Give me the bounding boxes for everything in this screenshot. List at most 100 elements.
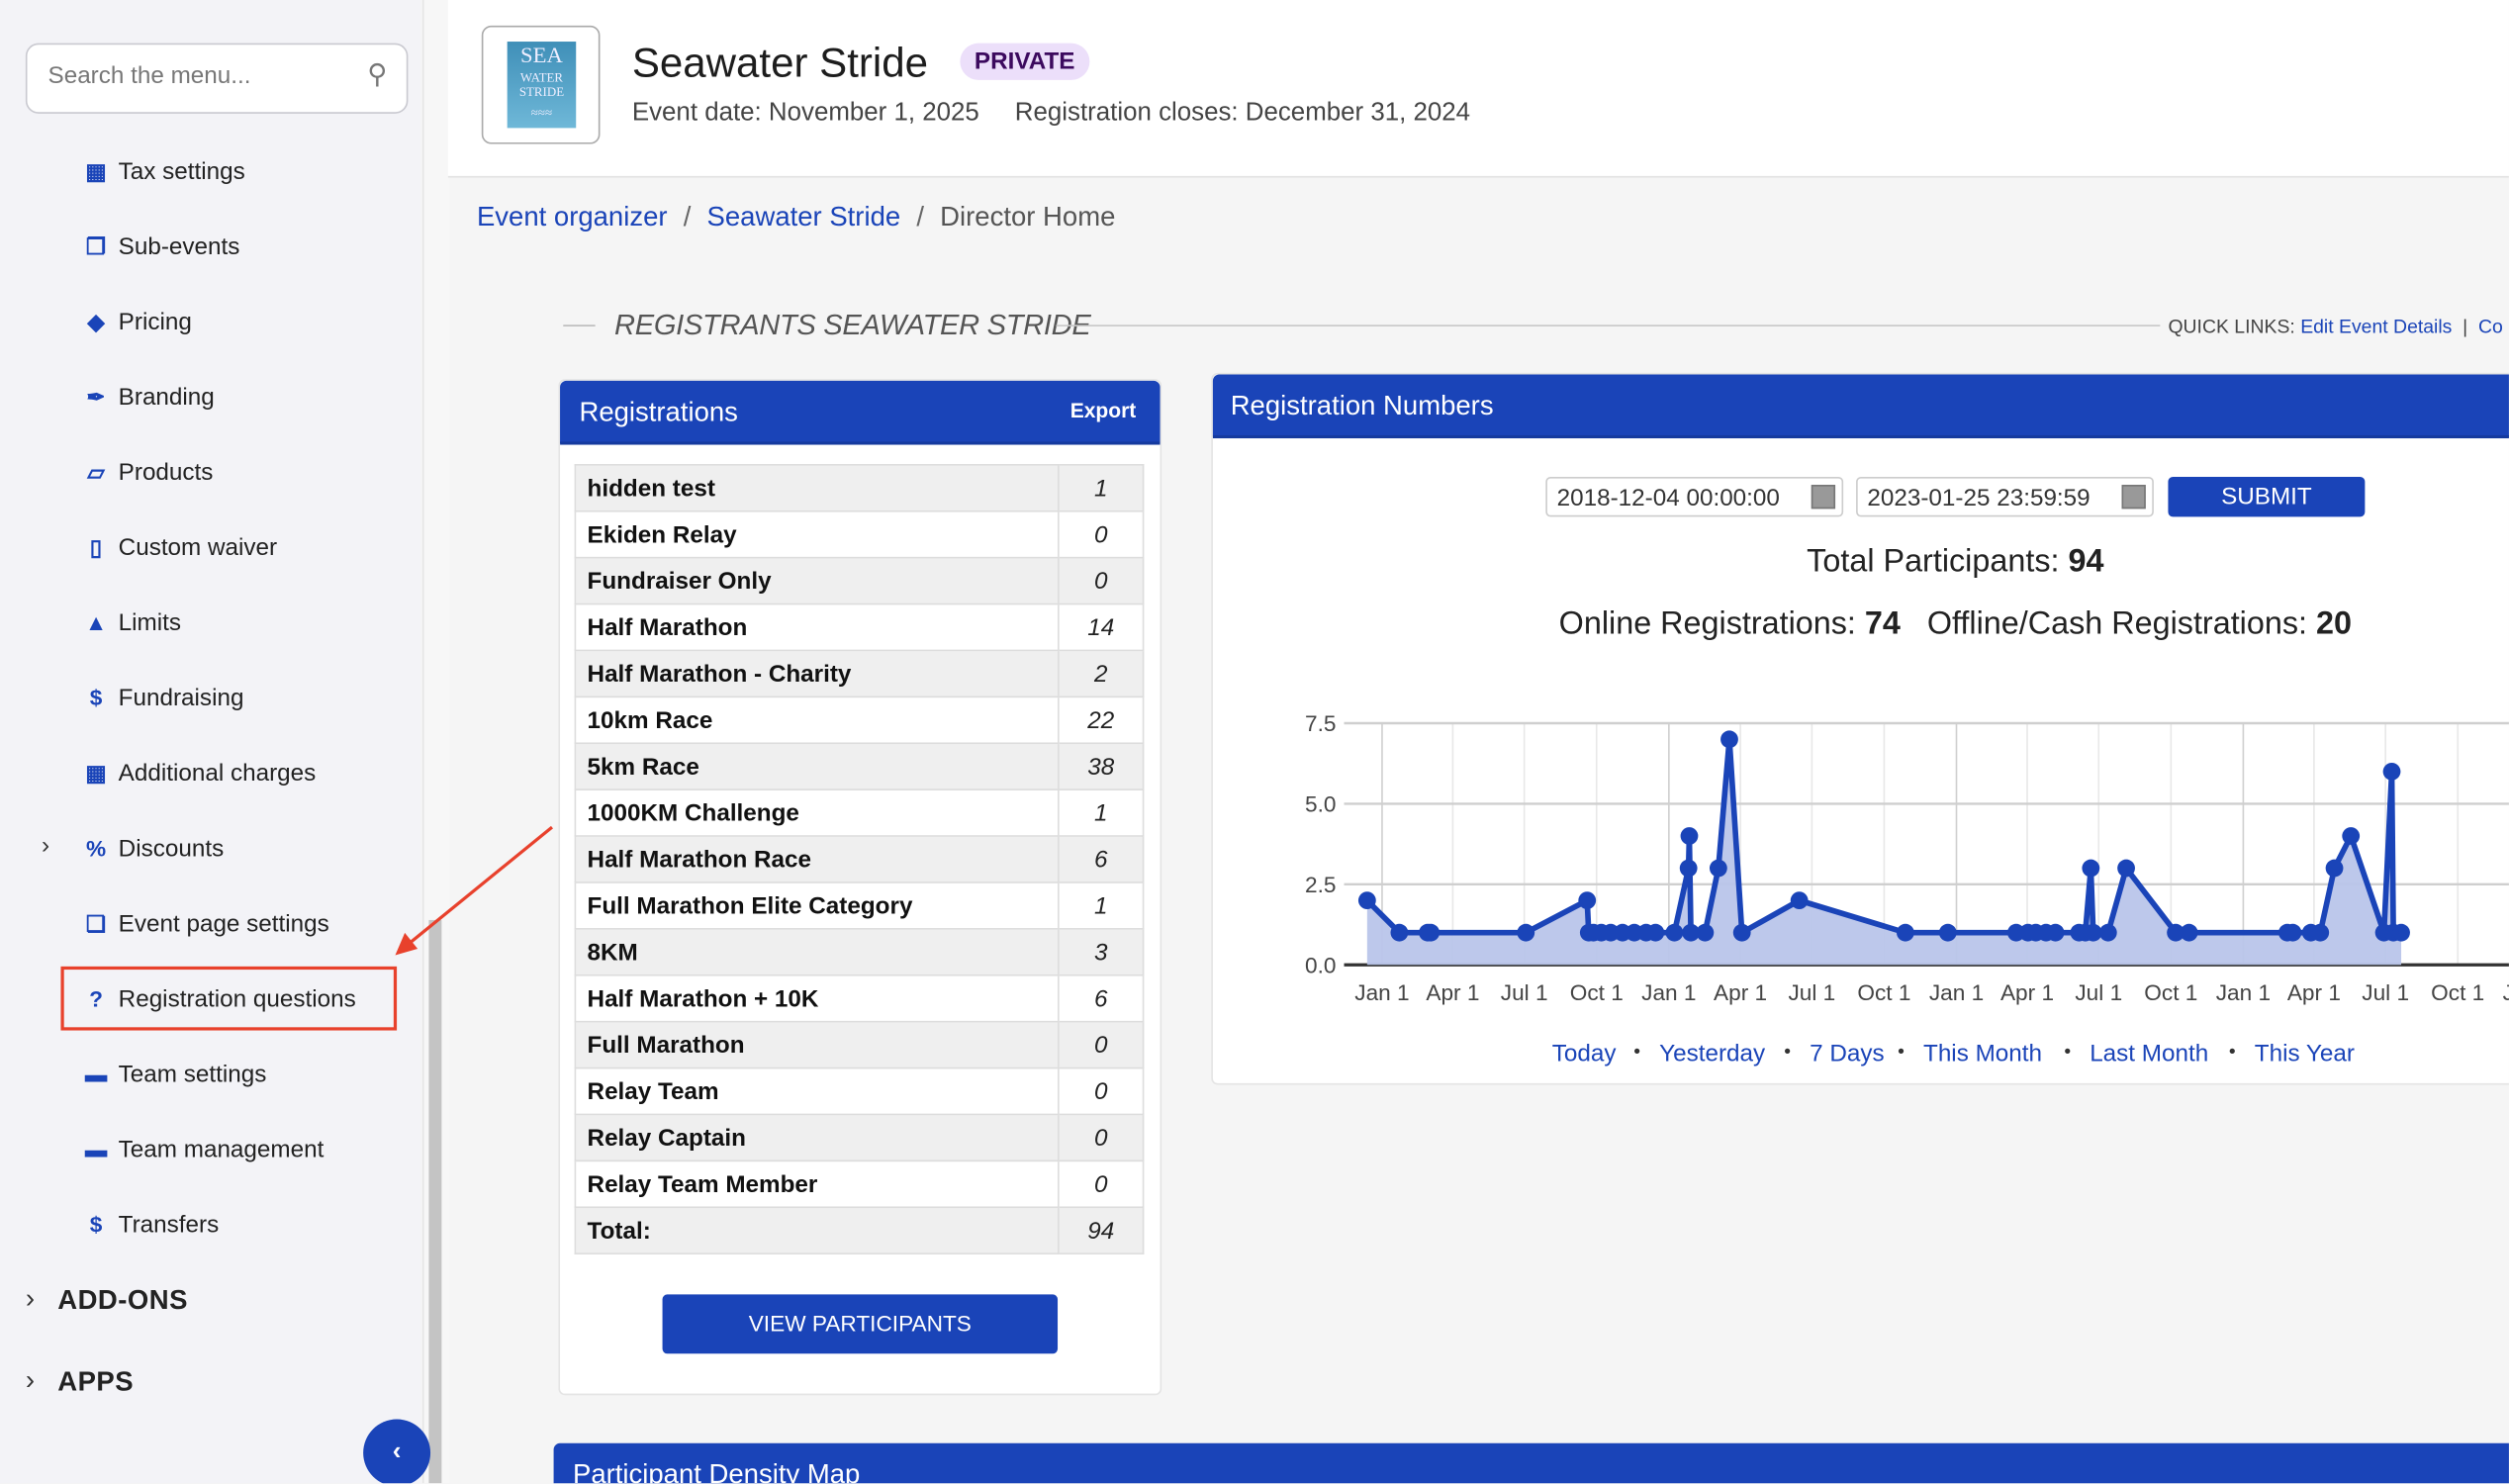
total-participants: Total Participants: 94: [1213, 544, 2509, 581]
range-today[interactable]: Today: [1551, 1040, 1617, 1067]
end-date-input[interactable]: 2023-01-25 23:59:59: [1856, 476, 2154, 517]
calculator-icon: ▦: [85, 157, 107, 184]
x-tick-label: Jul 1: [2362, 980, 2409, 1005]
table-row: Fundraiser Only 0: [574, 556, 1145, 605]
sidebar-item-custom-waiver[interactable]: ▯ Custom waiver: [77, 523, 397, 572]
event-count: 6: [1058, 835, 1145, 883]
sidebar-item-tax-settings[interactable]: ▦ Tax settings: [77, 147, 397, 196]
data-point: [1709, 859, 1727, 878]
sidebar-item-team-management[interactable]: ▬ Team management: [77, 1125, 397, 1173]
x-tick-label: Jan 1: [2216, 980, 2271, 1005]
range-7-days[interactable]: 7 Days: [1810, 1040, 1885, 1067]
registration-numbers-card: Registration Numbers 2018-12-04 00:00:00…: [1211, 372, 2509, 1085]
breadcrumb-event-organizer[interactable]: Event organizer: [476, 201, 668, 232]
divider: [563, 325, 596, 326]
warning-icon: ▲: [84, 609, 108, 636]
event-name: Full Marathon: [574, 1020, 1060, 1069]
total-label: Total Participants:: [1807, 543, 2069, 580]
table-row: Full Marathon Elite Category 1: [574, 881, 1145, 930]
x-tick-label: Oct 1: [1570, 980, 1624, 1005]
range-last-month[interactable]: Last Month: [2090, 1040, 2209, 1067]
breadcrumb-event[interactable]: Seawater Stride: [706, 201, 901, 232]
sidebar-item-transfers[interactable]: $ Transfers: [77, 1200, 397, 1249]
x-tick-label: Oct 1: [1857, 980, 1910, 1005]
sidebar-item-pricing[interactable]: ◆ Pricing: [77, 298, 397, 346]
calendar-icon[interactable]: [2121, 485, 2146, 510]
start-date-input[interactable]: 2018-12-04 00:00:00: [1545, 476, 1844, 517]
sidebar-item-sub-events[interactable]: ❐ Sub-events: [77, 223, 397, 271]
chevron-right-icon[interactable]: ›: [42, 831, 50, 860]
group-add-ons[interactable]: ADD-ONS: [57, 1284, 188, 1316]
offline-value: 20: [2315, 605, 2352, 642]
x-tick-label: Jan 1: [1929, 980, 1984, 1005]
copy-icon: ❏: [85, 909, 107, 936]
event-date: Event date: November 1, 2025: [631, 99, 979, 127]
event-count: 14: [1058, 603, 1145, 652]
data-point: [1790, 891, 1809, 910]
sidebar-item-label: Transfers: [118, 1210, 220, 1238]
event-name: Half Marathon - Charity: [574, 649, 1060, 698]
table-row: Half Marathon + 10K 6: [574, 974, 1145, 1023]
chevron-right-icon[interactable]: ›: [25, 1283, 36, 1314]
sidebar-item-additional-charges[interactable]: ▦ Additional charges: [77, 749, 397, 797]
sidebar-item-branding[interactable]: ✒ Branding: [77, 373, 397, 421]
sidebar-item-label: Fundraising: [118, 684, 244, 711]
x-tick-label: Jul 1: [1501, 980, 1548, 1005]
menu-search[interactable]: ⚲: [25, 43, 409, 114]
separator: •: [2228, 1040, 2236, 1063]
quick-link-copy[interactable]: Co: [2477, 315, 2503, 338]
sidebar-item-products[interactable]: ▱ Products: [77, 448, 397, 497]
x-tick-label: Apr 1: [2287, 980, 2341, 1005]
id-card-icon: ▬: [84, 1136, 108, 1162]
event-name: Half Marathon: [574, 603, 1060, 652]
collapse-sidebar-button[interactable]: ‹: [363, 1419, 431, 1484]
range-this-year[interactable]: This Year: [2254, 1040, 2355, 1067]
group-apps[interactable]: APPS: [57, 1366, 135, 1397]
data-point: [1720, 730, 1738, 749]
search-input[interactable]: [45, 60, 356, 92]
sidebar-item-registration-questions[interactable]: ? Registration questions: [77, 974, 397, 1023]
table-row: 10km Race 22: [574, 696, 1145, 745]
event-count: 6: [1058, 974, 1145, 1023]
range-yesterday[interactable]: Yesterday: [1659, 1040, 1766, 1067]
table-row: hidden test 1: [574, 464, 1145, 512]
quick-links: QUICK LINKS: Edit Event Details | Co: [2168, 315, 2503, 338]
offline-label: Offline/Cash Registrations:: [1926, 605, 2316, 642]
table-row: 5km Race 38: [574, 742, 1145, 790]
sidebar-item-limits[interactable]: ▲ Limits: [77, 599, 397, 647]
event-count: 0: [1058, 556, 1145, 605]
private-badge: PRIVATE: [960, 43, 1090, 80]
scrollbar-thumb[interactable]: [428, 919, 442, 1484]
search-icon[interactable]: ⚲: [367, 58, 388, 90]
event-name: Total:: [574, 1206, 1060, 1254]
sidebar-item-event-page-settings[interactable]: ❏ Event page settings: [77, 899, 397, 948]
sidebar-item-label: Tax settings: [118, 157, 245, 185]
view-participants-button[interactable]: VIEW PARTICIPANTS: [662, 1294, 1059, 1354]
y-tick-label: 7.5: [1305, 711, 1336, 736]
sidebar-item-label: Team management: [118, 1135, 325, 1162]
export-link[interactable]: Export: [1069, 398, 1137, 422]
sidebar-item-label: Team settings: [118, 1060, 267, 1087]
event-header: SEA WATER STRIDE ≈≈≈ Seawater Stride PRIVAT…: [447, 0, 2509, 178]
eyedropper-icon: ✒: [86, 383, 106, 410]
sidebar-item-label: Event page settings: [118, 909, 329, 937]
total-row: Total: 94: [574, 1206, 1145, 1254]
registration-chart: Jan 1 Apr 1 Jul 1 Oct 1 Jan 1 Apr 1 Jul 1 Oct 1…: [1305, 711, 2509, 1005]
calendar-icon[interactable]: [1811, 485, 1836, 510]
sidebar-item-discounts[interactable]: % Discounts: [77, 824, 397, 873]
submit-button[interactable]: SUBMIT: [2168, 476, 2366, 517]
data-point: [1682, 923, 1700, 942]
event-count: 0: [1058, 1113, 1145, 1162]
sidebar-item-team-settings[interactable]: ▬ Team settings: [77, 1050, 397, 1098]
x-tick-label: Apr 1: [2000, 980, 2054, 1005]
basket-icon: ▱: [87, 458, 105, 485]
chevron-right-icon[interactable]: ›: [25, 1364, 36, 1396]
edit-event-details-link[interactable]: Edit Event Details: [2300, 315, 2453, 338]
range-this-month[interactable]: This Month: [1922, 1040, 2043, 1067]
series-area: [1366, 739, 2402, 966]
event-count: 0: [1058, 1159, 1145, 1209]
sidebar-item-fundraising[interactable]: $ Fundraising: [77, 674, 397, 722]
event-count: 22: [1058, 696, 1145, 745]
